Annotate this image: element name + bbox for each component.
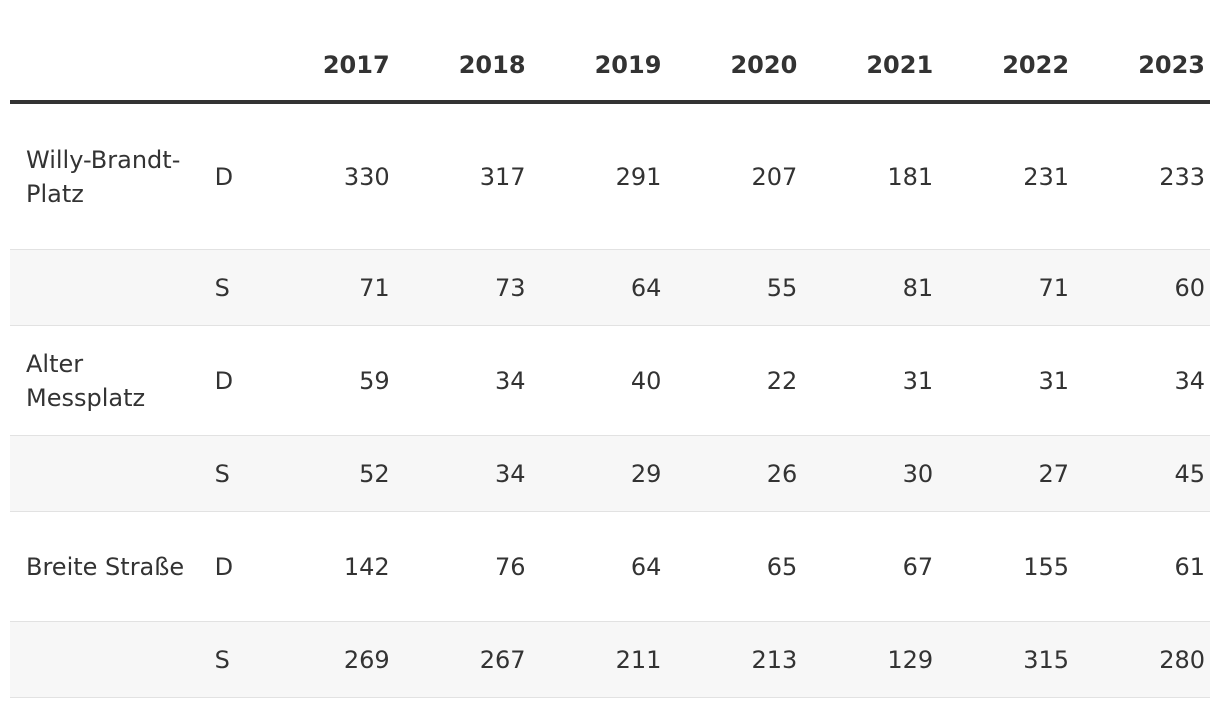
value-cell: 181: [802, 102, 939, 250]
value-cell: 81: [802, 249, 939, 326]
type-cell: S: [208, 435, 259, 512]
table-row: S 52 34 29 26 30 27 45: [10, 435, 1210, 512]
value-cell: 26: [666, 435, 803, 512]
value-cell: 291: [530, 102, 667, 250]
type-cell: D: [208, 511, 259, 622]
value-cell: 45: [1074, 435, 1210, 512]
data-table: 2017 2018 2019 2020 2021 2022 2023 Willy-Brand…: [10, 30, 1210, 698]
value-cell: 71: [258, 249, 395, 326]
value-cell: 142: [258, 511, 395, 622]
column-header: 2020: [666, 30, 803, 104]
value-cell: 213: [666, 621, 803, 698]
value-cell: 280: [1074, 621, 1210, 698]
value-cell: 40: [530, 325, 667, 436]
value-cell: 269: [258, 621, 395, 698]
column-header: 2021: [802, 30, 939, 104]
value-cell: 61: [1074, 511, 1210, 622]
table-row: Breite Straße D 142 76 64 65 67 155 61: [10, 511, 1210, 622]
value-cell: 317: [394, 102, 531, 250]
table-row: Alter Messplatz D 59 34 40 22 31 31 34: [10, 325, 1210, 436]
value-cell: 233: [1074, 102, 1210, 250]
empty-cell: [10, 621, 209, 698]
value-cell: 27: [938, 435, 1075, 512]
value-cell: 59: [258, 325, 395, 436]
header-cell: [10, 30, 209, 104]
table-row: S 269 267 211 213 129 315 280: [10, 621, 1210, 698]
value-cell: 267: [394, 621, 531, 698]
value-cell: 73: [394, 249, 531, 326]
value-cell: 155: [938, 511, 1075, 622]
value-cell: 55: [666, 249, 803, 326]
type-cell: S: [208, 249, 259, 326]
column-header: 2022: [938, 30, 1075, 104]
header-cell: [208, 30, 259, 104]
type-cell: D: [208, 325, 259, 436]
value-cell: 67: [802, 511, 939, 622]
value-cell: 22: [666, 325, 803, 436]
value-cell: 207: [666, 102, 803, 250]
value-cell: 315: [938, 621, 1075, 698]
value-cell: 60: [1074, 249, 1210, 326]
value-cell: 29: [530, 435, 667, 512]
location-label: Willy-Brandt-Platz: [10, 102, 209, 250]
value-cell: 31: [802, 325, 939, 436]
value-cell: 34: [394, 325, 531, 436]
value-cell: 34: [394, 435, 531, 512]
empty-cell: [10, 435, 209, 512]
value-cell: 65: [666, 511, 803, 622]
column-header: 2019: [530, 30, 667, 104]
location-label: Breite Straße: [10, 511, 209, 622]
value-cell: 211: [530, 621, 667, 698]
table-body: Willy-Brandt-Platz D 330 317 291 207 181 231 233…: [10, 102, 1210, 698]
table-row: Willy-Brandt-Platz D 330 317 291 207 181 231 233: [10, 102, 1210, 250]
table-row: S 71 73 64 55 81 71 60: [10, 249, 1210, 326]
value-cell: 30: [802, 435, 939, 512]
value-cell: 64: [530, 511, 667, 622]
location-label: Alter Messplatz: [10, 325, 209, 436]
column-header: 2017: [258, 30, 395, 104]
value-cell: 71: [938, 249, 1075, 326]
value-cell: 330: [258, 102, 395, 250]
value-cell: 31: [938, 325, 1075, 436]
column-header: 2018: [394, 30, 531, 104]
value-cell: 231: [938, 102, 1075, 250]
value-cell: 64: [530, 249, 667, 326]
empty-cell: [10, 249, 209, 326]
value-cell: 76: [394, 511, 531, 622]
value-cell: 129: [802, 621, 939, 698]
column-header: 2023: [1074, 30, 1210, 104]
value-cell: 52: [258, 435, 395, 512]
header-row: 2017 2018 2019 2020 2021 2022 2023: [10, 30, 1210, 104]
type-cell: S: [208, 621, 259, 698]
type-cell: D: [208, 102, 259, 250]
table-head: 2017 2018 2019 2020 2021 2022 2023: [10, 30, 1210, 104]
value-cell: 34: [1074, 325, 1210, 436]
